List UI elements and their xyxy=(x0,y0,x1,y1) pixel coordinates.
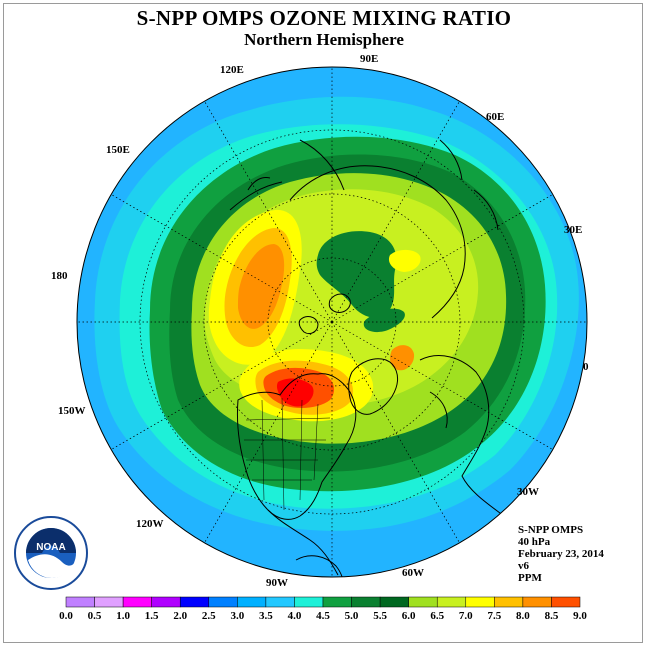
band-7-5-europe xyxy=(390,345,415,371)
info-date: February 23, 2014 xyxy=(518,548,604,560)
noaa-logo: NOAA xyxy=(14,516,88,590)
lon-label-150e: 150E xyxy=(106,144,130,156)
us-state-lines xyxy=(244,397,331,511)
coastlines xyxy=(229,139,505,577)
colorbar-swatch xyxy=(179,596,210,608)
colorbar-tick-label: 9.0 xyxy=(573,610,587,622)
band-7-5-pacific xyxy=(238,244,285,329)
colorbar-swatch xyxy=(237,596,267,608)
low-ozone-lobe xyxy=(316,231,397,318)
info-block: S-NPP OMPS 40 hPa February 23, 2014 v6 P… xyxy=(518,524,604,584)
lon-label-90e: 90E xyxy=(360,53,378,65)
colorbar-tick-label: 8.5 xyxy=(545,610,559,622)
colorbar-tick-label: 6.5 xyxy=(430,610,444,622)
colorbar-tick-label: 7.0 xyxy=(459,610,473,622)
colorbar-swatch xyxy=(436,596,467,608)
colorbar-swatch xyxy=(379,596,409,608)
colorbar-tick-label: 3.5 xyxy=(259,610,273,622)
colorbar-tick-label: 5.0 xyxy=(345,610,359,622)
colorbar-swatch xyxy=(208,596,238,608)
band-6-5-eurasia xyxy=(388,249,421,272)
colorbar-swatch xyxy=(351,596,381,608)
lon-label-120e: 120E xyxy=(220,64,244,76)
map-subtitle: Northern Hemisphere xyxy=(244,30,404,49)
colorbar-swatch xyxy=(94,596,124,608)
colorbar-swatch xyxy=(522,596,552,608)
lon-label-30w: 30W xyxy=(517,486,539,498)
lon-label-150w: 150W xyxy=(58,405,86,417)
ozone-field xyxy=(77,67,587,577)
graticule xyxy=(77,67,587,577)
info-instrument: S-NPP OMPS xyxy=(518,524,584,536)
colorbar-swatch xyxy=(151,596,181,608)
colorbar-tick-label: 3.0 xyxy=(230,610,244,622)
colorbar-swatch xyxy=(408,596,438,608)
lon-label-180: 180 xyxy=(51,270,68,282)
colorbar-tick-label: 7.5 xyxy=(487,610,501,622)
map-border xyxy=(76,66,588,578)
lon-label-90w: 90W xyxy=(266,577,288,589)
colorbar-tick-label: 0.0 xyxy=(59,610,73,622)
figure-frame xyxy=(3,3,643,643)
colorbar-tick-label: 2.0 xyxy=(173,610,187,622)
colorbar-tick-label: 8.0 xyxy=(516,610,530,622)
colorbar-swatch xyxy=(494,596,524,608)
colorbar-tick-label: 2.5 xyxy=(202,610,216,622)
colorbar-swatch xyxy=(551,596,581,608)
colorbar-swatch xyxy=(465,596,495,608)
logo-text: NOAA xyxy=(36,542,65,553)
colorbar-swatch xyxy=(122,596,152,608)
lon-label-30e: 30E xyxy=(564,224,582,236)
colorbar-tick-label: 6.0 xyxy=(402,610,416,622)
lon-label-120w: 120W xyxy=(136,518,164,530)
lon-label-60e: 60E xyxy=(486,111,504,123)
colorbar-swatch xyxy=(65,596,95,608)
info-version: v6 xyxy=(518,560,529,572)
colorbar-tick-label: 1.5 xyxy=(145,610,159,622)
lon-label-60w: 60W xyxy=(402,567,424,579)
colorbar-swatch xyxy=(265,596,295,608)
colorbar-swatch xyxy=(322,596,352,608)
colorbar-swatch xyxy=(294,596,324,608)
band-8-5-canada xyxy=(276,378,314,407)
colorbar-tick-label: 1.0 xyxy=(116,610,130,622)
colorbar-tick-label: 4.0 xyxy=(288,610,302,622)
colorbar: 0.0 0.5 1.0 1.5 2.0 2.5 3.0 3.5 4.0 4.5 5.0 5.5 6.0 6… xyxy=(59,596,587,622)
lon-label-0: 0 xyxy=(583,361,589,373)
colorbar-tick-label: 5.5 xyxy=(373,610,387,622)
info-level: 40 hPa xyxy=(518,536,551,548)
map-title: S-NPP OMPS OZONE MIXING RATIO xyxy=(136,6,512,30)
colorbar-tick-label: 4.5 xyxy=(316,610,330,622)
colorbar-tick-label: 0.5 xyxy=(88,610,102,622)
info-units: PPM xyxy=(518,572,542,584)
low-ozone-tail xyxy=(363,308,405,333)
